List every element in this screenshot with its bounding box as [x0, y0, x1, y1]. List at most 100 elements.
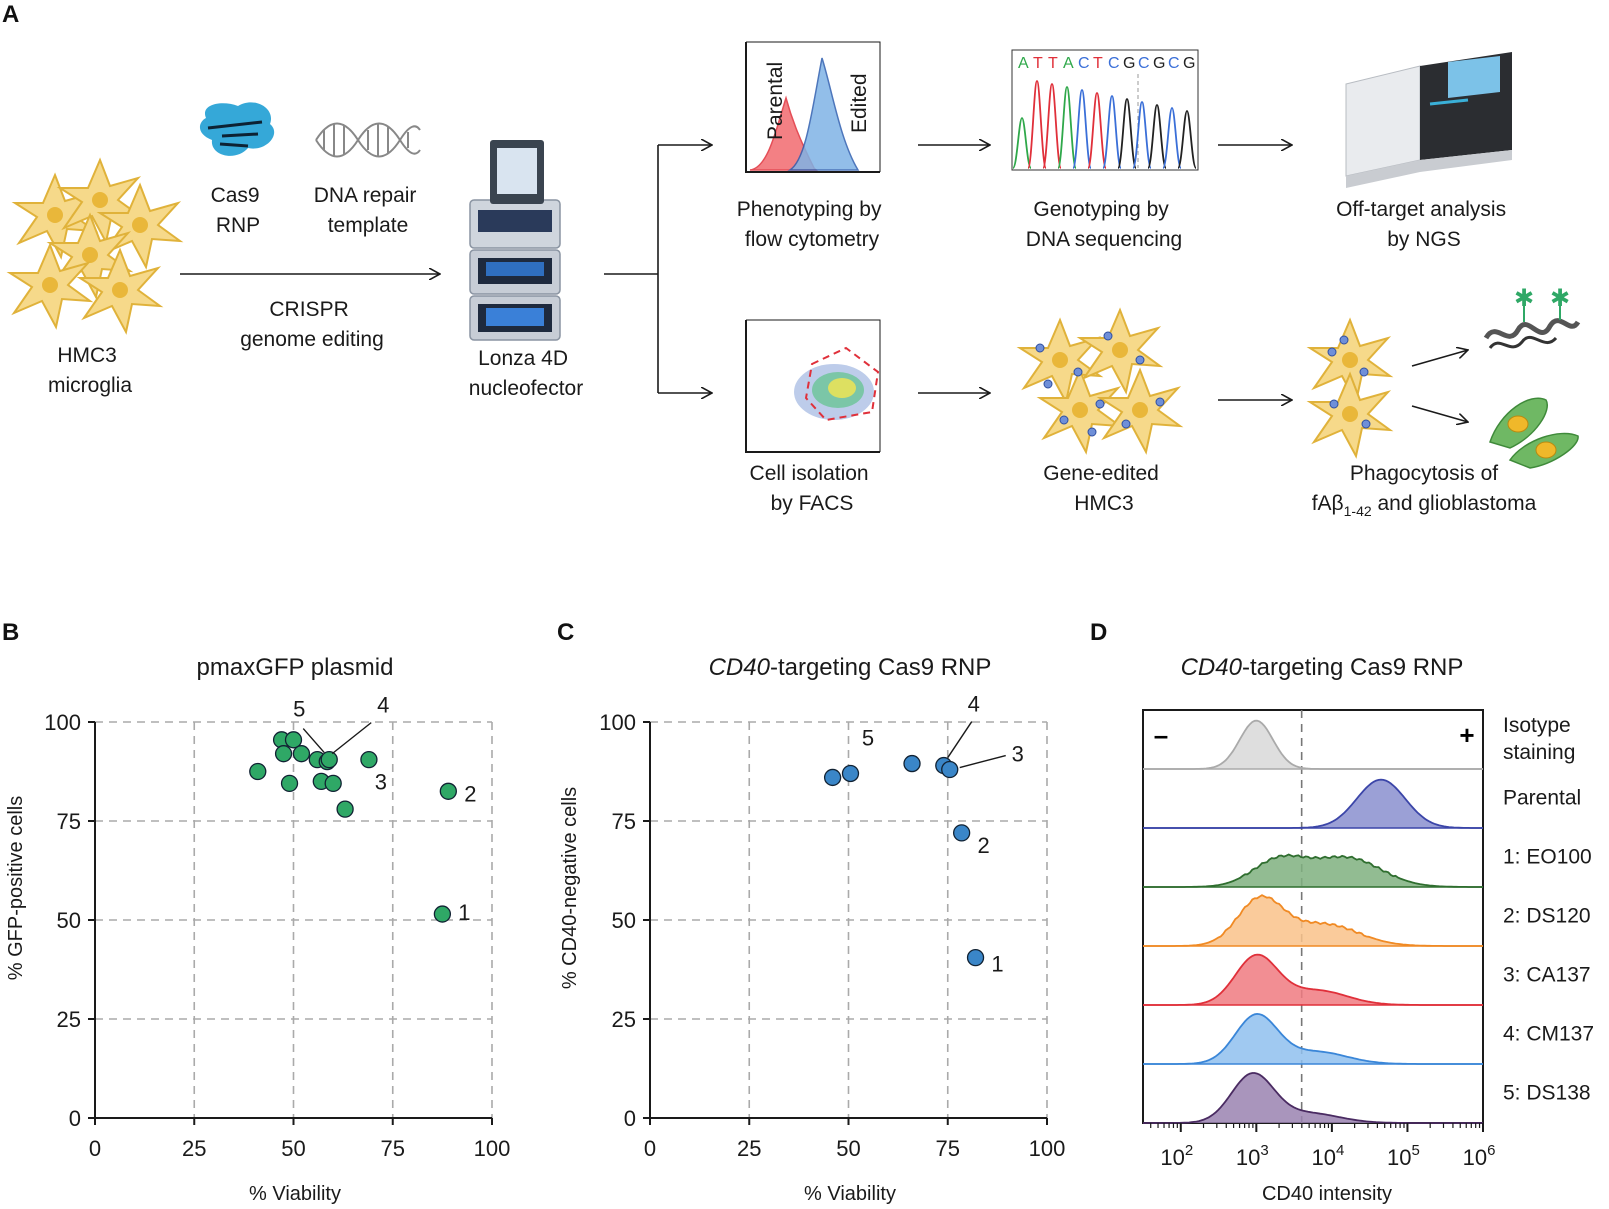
- histogram-fill: [1143, 854, 1483, 887]
- chromatogram-peak: [1132, 101, 1152, 169]
- point-label: 2: [978, 833, 990, 858]
- lonza-label: Lonza 4D nucleofector: [469, 347, 583, 400]
- y-tick-label: 75: [612, 809, 636, 834]
- panel-letter-a: A: [2, 1, 19, 28]
- panel-letter-b: B: [2, 619, 19, 646]
- point-label: 4: [377, 693, 389, 718]
- data-point: [324, 774, 342, 793]
- chromatogram-peak: [1012, 117, 1032, 169]
- chromatogram-peak: [1117, 98, 1137, 169]
- chart-c-xlabel: % Viability: [804, 1183, 896, 1205]
- y-tick-label: 50: [57, 908, 81, 933]
- svg-text:✱: ✱: [1514, 285, 1534, 312]
- dna-helix-icon: [315, 122, 421, 158]
- data-point: [320, 750, 338, 769]
- x-tick-label: 50: [281, 1136, 305, 1161]
- data-point: [292, 745, 311, 763]
- chromatogram-peak: [1147, 104, 1167, 169]
- hmc3-label: HMC3 microglia: [48, 344, 132, 397]
- y-tick-label: 25: [612, 1007, 636, 1032]
- y-tick-label: 50: [612, 908, 636, 933]
- data-point: [274, 745, 293, 763]
- phagocytosis-label-line1: Phagocytosis of: [1350, 462, 1498, 485]
- histogram-fill: [1143, 779, 1483, 828]
- chart-b-ylabel: % GFP-positive cells: [5, 796, 27, 981]
- point-label-leader: [331, 722, 372, 755]
- cell-isolation-label: Cell isolation by FACS: [750, 462, 875, 515]
- branch-line: [604, 145, 659, 393]
- data-point: [966, 948, 985, 967]
- amyloid-fibril-icon: ✱ ✱: [1483, 285, 1581, 350]
- flow-cytometry-histogram: Parental Edited: [745, 41, 881, 173]
- x-tick-label: 100: [474, 1136, 511, 1161]
- hmc3-microglia-illustration: [9, 159, 181, 333]
- x-tick-label: 104: [1311, 1142, 1344, 1170]
- data-point: [280, 774, 299, 793]
- chart-b-xlabel: % Viability: [249, 1183, 341, 1205]
- data-point: [336, 800, 354, 818]
- chromatogram-peak: [1042, 83, 1062, 169]
- chart-d-title: CD40-targeting Cas9 RNP: [1181, 654, 1464, 681]
- histogram-fill: [1143, 1073, 1483, 1123]
- series-label: 1: EO100: [1503, 846, 1592, 869]
- histogram-line: [1143, 778, 1483, 829]
- panel-d: D CD40-targeting Cas9 RNP – + Isotype stain…: [1090, 619, 1594, 1205]
- histogram-fill: [1143, 720, 1483, 769]
- y-tick-label: 0: [624, 1106, 636, 1131]
- chart-d-xlabel: CD40 intensity: [1262, 1183, 1392, 1205]
- chromatogram-peak: [1177, 110, 1197, 169]
- x-tick-label: 0: [89, 1136, 101, 1161]
- point-label: 2: [464, 781, 476, 806]
- phenotyping-label: Phenotyping by flow cytometry: [737, 198, 888, 251]
- edited-flow-label: Edited: [848, 73, 871, 133]
- offtarget-label: Off-target analysis by NGS: [1336, 198, 1512, 251]
- point-label: 3: [1012, 742, 1024, 767]
- y-tick-label: 0: [69, 1106, 81, 1131]
- data-point: [952, 824, 971, 842]
- chromatogram-peak: [1072, 89, 1092, 169]
- data-point: [823, 768, 842, 787]
- histogram-fill: [1143, 895, 1483, 946]
- data-point: [360, 750, 378, 769]
- histogram-line: [1143, 719, 1483, 770]
- phagocytosis-label-line2: fAβ1-42 and glioblastoma: [1312, 492, 1537, 519]
- chart-b-plot: 0 25 50 75 100 0 25 50 75 100 5 4 3 2 1: [44, 693, 510, 1161]
- cas9-rnp-label: Cas9 RNP: [211, 184, 266, 237]
- chromatogram-peak: [1057, 86, 1077, 169]
- genotyping-label: Genotyping by DNA sequencing: [1026, 198, 1182, 251]
- y-tick-label: 100: [599, 710, 636, 735]
- y-tick-label: 100: [44, 710, 81, 735]
- negative-marker: –: [1154, 720, 1168, 750]
- data-point: [903, 754, 921, 773]
- parental-flow-label: Parental: [764, 62, 787, 140]
- gene-edited-label: Gene-edited HMC3: [1043, 462, 1164, 515]
- data-point: [249, 762, 267, 781]
- point-label-leader: [959, 754, 1006, 769]
- y-tick-label: 75: [57, 809, 81, 834]
- x-tick-label: 106: [1463, 1142, 1496, 1170]
- point-label-leader: [302, 728, 325, 754]
- point-label: 3: [375, 770, 387, 795]
- y-tick-label: 25: [57, 1007, 81, 1032]
- arrow-to-amyloid: [1411, 350, 1468, 367]
- histogram-line: [1143, 1072, 1483, 1124]
- data-point: [941, 760, 959, 779]
- x-tick-label: 25: [182, 1136, 206, 1161]
- x-tick-label: 102: [1160, 1142, 1193, 1170]
- point-label: 1: [458, 900, 470, 925]
- point-label: 4: [968, 692, 980, 717]
- chart-d-plot: – + Isotype staining Parental 1: EO100 2: DS12…: [1142, 709, 1594, 1170]
- chromatogram-peak: [1162, 107, 1182, 169]
- crispr-label: CRISPR genome editing: [240, 298, 384, 351]
- chart-c-ylabel: % CD40-negative cells: [559, 787, 581, 989]
- gene-edited-cells-illustration: [1019, 309, 1181, 453]
- data-point: [841, 764, 860, 783]
- dna-template-label: DNA repair template: [314, 184, 423, 237]
- x-tick-label: 75: [381, 1136, 405, 1161]
- glioblastoma-cells-icon: [1489, 397, 1579, 469]
- series-label: Isotype: [1503, 714, 1571, 737]
- data-point: [439, 782, 457, 800]
- x-tick-label: 0: [644, 1136, 656, 1161]
